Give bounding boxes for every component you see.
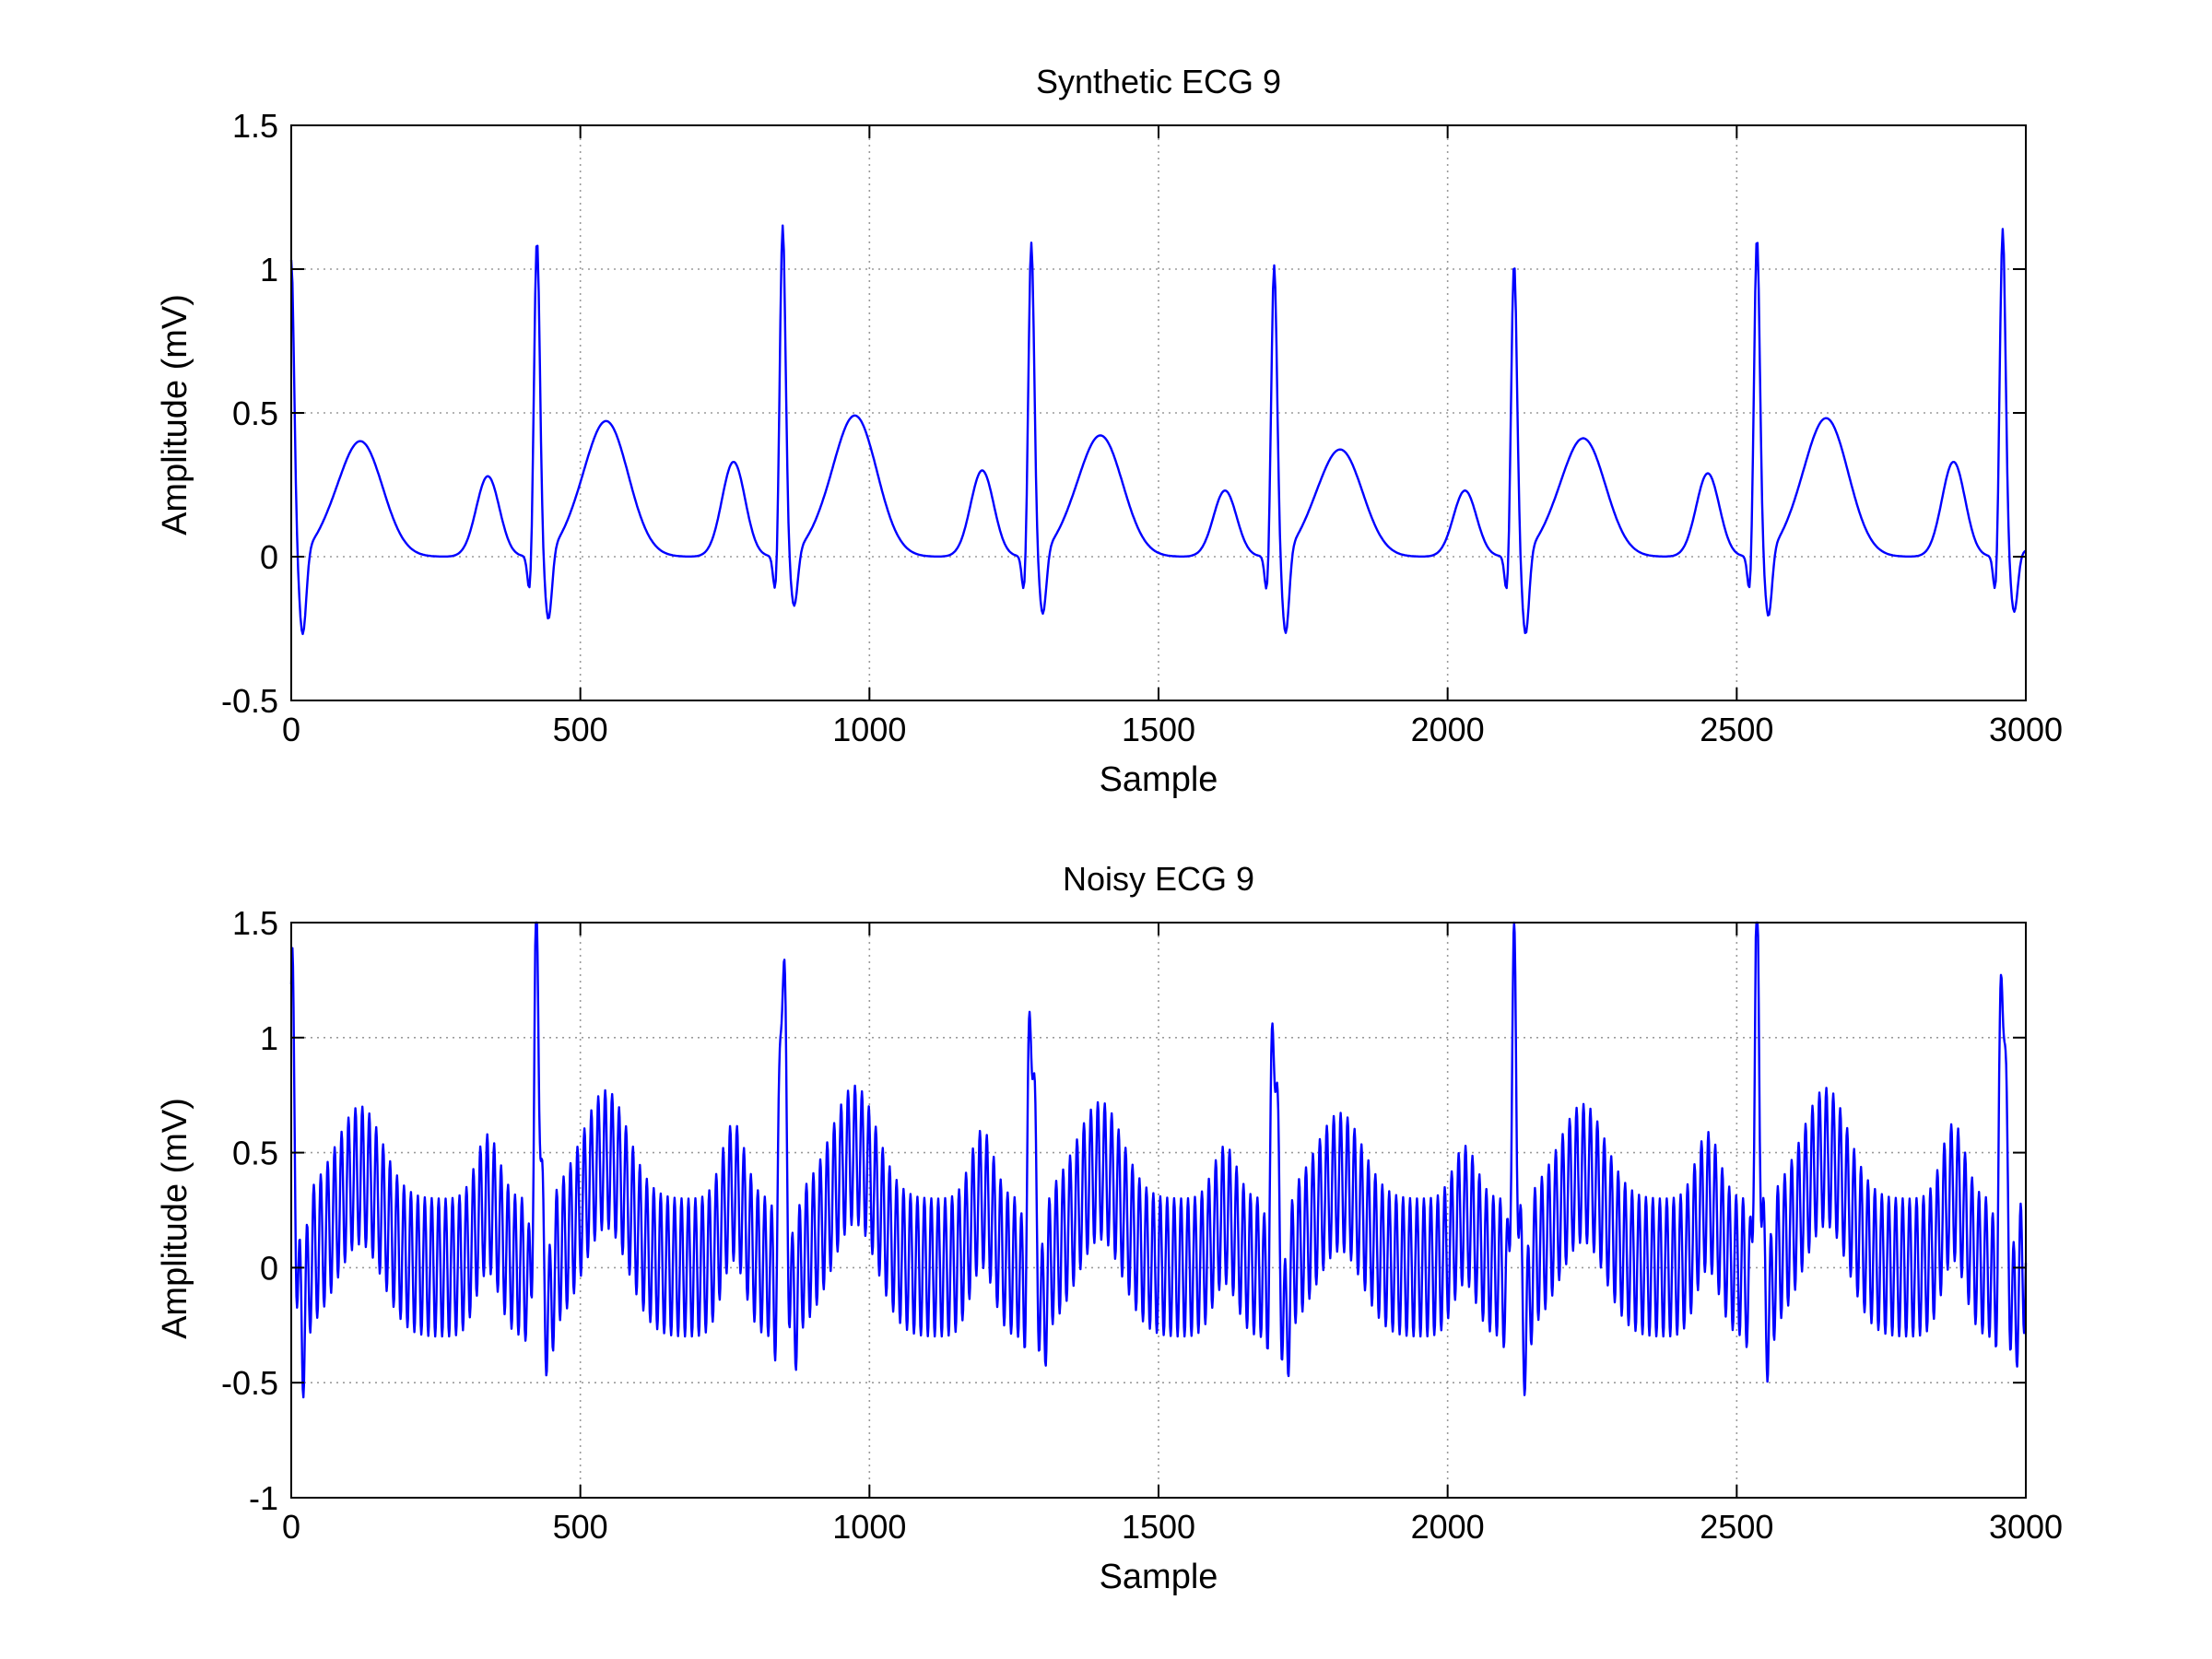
x-tick-label: 2500 (1700, 711, 1773, 748)
chart-title: Synthetic ECG 9 (1036, 63, 1281, 100)
x-tick-label: 3000 (1989, 1508, 2063, 1546)
x-tick-label: 2500 (1700, 1508, 1773, 1546)
y-tick-label: 1.5 (232, 904, 278, 942)
x-tick-label: 1000 (832, 711, 906, 748)
ecg-trace (289, 921, 2028, 1399)
noisy-ecg-panel: Noisy ECG 9 0 500 1000 1500 2000 2500 3000 -1 -0… (156, 860, 2063, 1596)
y-tick-label: 1 (260, 1019, 278, 1057)
y-axis-label: Amplitude (mV) (156, 1098, 194, 1339)
x-tick-label: 0 (282, 711, 300, 748)
y-tick-label: -0.5 (221, 1364, 278, 1402)
synthetic-ecg-panel: Synthetic ECG 9 0 500 1000 1500 2000 2500 3000… (156, 63, 2063, 799)
grid (291, 125, 2026, 700)
y-tick-label: 0.5 (232, 394, 278, 432)
x-tick-label: 1000 (832, 1508, 906, 1546)
ticks: 0 500 1000 1500 2000 2500 3000 -1 -0.5 0 0.5 1 1.5 (221, 904, 2063, 1546)
x-axis-label: Sample (1100, 1558, 1218, 1596)
x-tick-label: 0 (282, 1508, 300, 1546)
x-tick-label: 3000 (1989, 711, 2063, 748)
y-tick-label: 1 (260, 251, 278, 288)
x-tick-label: 500 (553, 1508, 608, 1546)
x-axis-label: Sample (1100, 760, 1218, 799)
x-tick-label: 2000 (1411, 1508, 1485, 1546)
x-tick-label: 2000 (1411, 711, 1485, 748)
grid (291, 923, 2026, 1498)
x-tick-label: 1500 (1122, 711, 1195, 748)
x-tick-label: 1500 (1122, 1508, 1195, 1546)
ecg-trace (289, 224, 2027, 636)
y-tick-label: 0 (260, 538, 278, 576)
y-tick-label: -0.5 (221, 682, 278, 720)
y-tick-label: 0 (260, 1249, 278, 1287)
y-axis-label: Amplitude (mV) (156, 294, 194, 535)
chart-title: Noisy ECG 9 (1063, 860, 1254, 898)
x-tick-label: 500 (553, 711, 608, 748)
ticks: 0 500 1000 1500 2000 2500 3000-0.500.511.5 (221, 107, 2063, 748)
y-tick-label: 1.5 (232, 107, 278, 145)
y-tick-label: 0.5 (232, 1135, 278, 1172)
y-tick-label: -1 (249, 1479, 278, 1517)
